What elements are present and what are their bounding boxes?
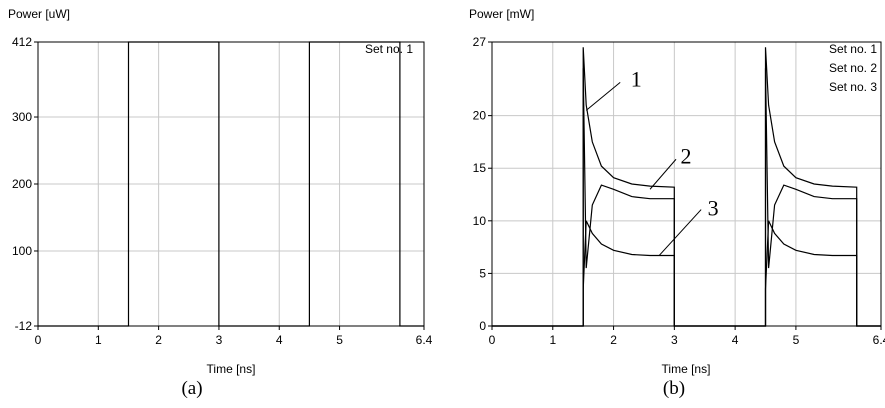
chart-a-x-tick-label-0: 0 [35, 333, 42, 347]
chart-b-annotation-2-leader [649, 158, 677, 190]
chart-a-x-axis-label: Time [ns] [207, 362, 256, 376]
chart-b-annotation-1-label: 1 [631, 66, 642, 91]
chart-b-y-tick-label-3: 15 [473, 161, 487, 175]
chart-b-series-3-line [492, 220, 881, 327]
chart-a-y-tick-label-3: 300 [12, 110, 32, 124]
chart-a-x-tick-label-4: 4 [276, 333, 283, 347]
chart-b-x-tick-label-3: 3 [671, 333, 678, 347]
chart-b-legend-entry-3: Set no. 3 [829, 80, 877, 94]
chart-a-x-tick-label-3: 3 [216, 333, 223, 347]
chart-b: 0 1 2 3 4 5 6.4 0 5 10 15 20 27 Power [mW] Time [ns] (b… [469, 7, 885, 399]
chart-a-caption: (a) [181, 378, 202, 399]
chart-a: 0 1 2 3 4 5 6.4 -12 100 200 300 412 Power [uW] Time [… [8, 7, 433, 399]
chart-a-y-tick-label-0: -12 [15, 319, 33, 333]
chart-b-x-tick-label-1: 1 [549, 333, 556, 347]
chart-a-y-tick-label-2: 200 [12, 177, 32, 191]
chart-b-x-tick-label-4: 4 [732, 333, 739, 347]
chart-b-plot-frame [491, 41, 882, 327]
chart-a-x-tick-label-5: 5 [336, 333, 343, 347]
chart-b-x-tick-label-2: 2 [610, 333, 617, 347]
chart-b-x-tick-label-5: 5 [793, 333, 800, 347]
chart-a-series-1-line [38, 41, 424, 327]
chart-a-legend-entry-1: Set no. 1 [365, 42, 413, 56]
chart-b-y-tick-label-4: 20 [473, 109, 487, 123]
chart-b-y-tick-label-1: 5 [479, 266, 486, 280]
chart-b-legend-entry-2: Set no. 2 [829, 61, 877, 75]
chart-b-y-tick-label-2: 10 [473, 214, 487, 228]
chart-b-caption: (b) [663, 378, 685, 399]
chart-b-annotation-3-leader [658, 209, 702, 256]
chart-b-annotation-2-label: 2 [681, 143, 692, 168]
chart-a-y-tick-label-4: 412 [12, 35, 32, 49]
chart-b-annotation-1-leader [585, 81, 621, 111]
chart-b-y-tick-label-5: 27 [473, 35, 487, 49]
chart-b-x-tick-label-0: 0 [489, 333, 496, 347]
chart-b-x-tick-label-6: 6.4 [873, 333, 885, 347]
chart-b-series-1-line [492, 47, 881, 327]
chart-b-y-axis-label: Power [mW] [469, 7, 534, 21]
chart-b-annotation-3-label: 3 [708, 196, 719, 221]
chart-b-legend-entry-1: Set no. 1 [829, 42, 877, 56]
chart-a-x-tick-label-1: 1 [95, 333, 102, 347]
chart-b-y-tick-label-0: 0 [479, 319, 486, 333]
chart-a-y-axis-label: Power [uW] [8, 7, 70, 21]
chart-a-y-tick-label-1: 100 [12, 244, 32, 258]
chart-b-x-axis-label: Time [ns] [662, 362, 711, 376]
chart-a-x-tick-label-2: 2 [155, 333, 162, 347]
chart-b-series-2-line [492, 68, 881, 327]
chart-a-x-tick-label-6: 6.4 [416, 333, 433, 347]
